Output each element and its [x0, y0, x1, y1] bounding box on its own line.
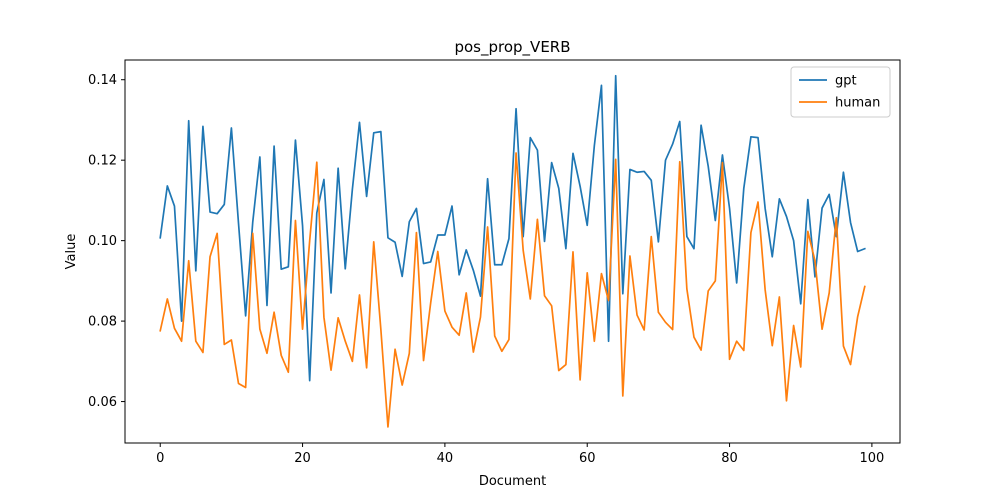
- x-axis-label: Document: [479, 474, 546, 489]
- x-tick-label: 80: [721, 451, 738, 466]
- legend-label-gpt: gpt: [835, 74, 857, 89]
- y-axis-label: Value: [64, 234, 79, 270]
- axes-frame: [124, 59, 901, 444]
- y-tick-label: 0.14: [88, 73, 117, 88]
- plot-area: [159, 74, 866, 428]
- y-tick-label: 0.12: [88, 154, 117, 169]
- y-tick-label: 0.06: [88, 395, 117, 410]
- x-axis: 0 20 40 60 80 100: [156, 443, 884, 466]
- legend-label-human: human: [835, 96, 880, 111]
- y-tick-label: 0.10: [88, 234, 117, 249]
- x-tick-label: 20: [294, 451, 311, 466]
- series-line-gpt: [159, 74, 866, 382]
- x-tick-label: 100: [859, 451, 884, 466]
- chart-title: pos_prop_VERB: [454, 38, 570, 57]
- series-line-human: [159, 152, 866, 428]
- x-tick-label: 0: [156, 451, 164, 466]
- x-tick-label: 40: [437, 451, 454, 466]
- y-tick-label: 0.08: [88, 315, 117, 330]
- x-tick-label: 60: [579, 451, 596, 466]
- legend: gpt human: [790, 66, 891, 118]
- y-axis: 0.06 0.08 0.10 0.12 0.14: [88, 73, 125, 410]
